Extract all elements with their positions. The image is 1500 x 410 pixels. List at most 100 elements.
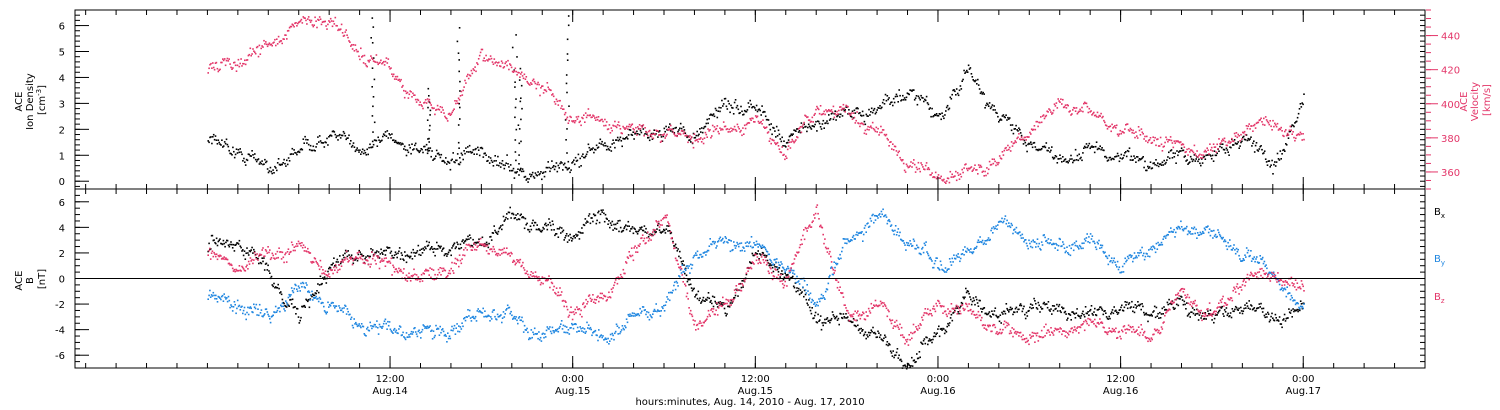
spike-point <box>514 171 516 174</box>
data-point <box>656 228 658 230</box>
data-point <box>436 248 439 250</box>
data-point <box>950 176 953 178</box>
data-point <box>817 304 819 307</box>
data-point <box>1244 304 1246 306</box>
data-point <box>254 51 256 54</box>
data-point <box>547 161 549 163</box>
data-point <box>210 294 213 296</box>
data-point <box>961 253 964 255</box>
data-point <box>716 306 719 308</box>
data-point <box>569 233 571 236</box>
data-point <box>1129 127 1132 130</box>
data-point <box>587 215 590 217</box>
data-point <box>350 254 353 256</box>
data-point <box>467 309 469 311</box>
data-point <box>1040 148 1042 151</box>
spike-point <box>429 109 432 112</box>
data-point <box>1229 142 1231 144</box>
data-point <box>904 99 907 101</box>
data-point <box>867 336 869 338</box>
data-point <box>1016 137 1018 140</box>
data-point <box>1172 152 1175 154</box>
data-point <box>1019 138 1022 141</box>
data-point <box>1165 136 1167 139</box>
data-point <box>440 111 443 113</box>
data-point <box>489 157 492 159</box>
data-point <box>743 247 745 249</box>
data-point <box>564 236 566 239</box>
data-point <box>1030 133 1032 135</box>
data-point <box>242 312 244 315</box>
data-point <box>692 146 695 149</box>
data-point <box>530 329 533 331</box>
data-point <box>1029 303 1032 305</box>
data-point <box>732 128 735 131</box>
data-point <box>235 243 237 246</box>
data-point <box>604 337 607 339</box>
data-point <box>581 330 583 332</box>
data-point <box>1116 313 1119 315</box>
data-point <box>576 118 579 120</box>
data-point <box>1267 121 1270 124</box>
data-point <box>250 249 252 251</box>
data-point <box>766 132 769 134</box>
data-point <box>849 114 852 116</box>
data-point <box>600 334 603 336</box>
data-point <box>710 113 712 116</box>
data-point <box>951 173 953 176</box>
data-point <box>404 337 406 339</box>
data-point <box>775 136 777 138</box>
data-point <box>1276 319 1278 322</box>
data-point <box>588 213 591 215</box>
data-point <box>853 324 856 327</box>
data-point <box>462 158 464 161</box>
data-point <box>963 167 965 169</box>
data-point <box>838 323 840 326</box>
data-point <box>636 130 638 133</box>
data-point <box>851 321 854 323</box>
data-point <box>1112 157 1114 160</box>
spike-point <box>457 124 460 126</box>
data-point <box>1294 122 1296 124</box>
data-point <box>414 255 416 257</box>
data-point <box>834 112 836 115</box>
data-point <box>1143 314 1146 316</box>
data-point <box>225 59 228 62</box>
data-point <box>663 229 666 232</box>
data-point <box>1192 151 1195 154</box>
data-point <box>792 133 794 135</box>
data-point <box>1053 157 1056 159</box>
data-point <box>985 104 987 107</box>
data-point <box>754 109 757 111</box>
data-point <box>371 327 373 330</box>
data-point <box>944 267 947 269</box>
data-point <box>905 249 907 251</box>
data-point <box>457 163 460 165</box>
data-point <box>1215 151 1218 153</box>
data-point <box>461 154 464 156</box>
data-point <box>825 109 827 111</box>
data-point <box>1268 160 1271 162</box>
data-point <box>1159 311 1161 314</box>
spike-point <box>514 139 517 141</box>
data-point <box>237 148 240 151</box>
data-point <box>1000 322 1002 324</box>
data-point <box>912 89 914 91</box>
data-point <box>956 92 959 95</box>
data-point <box>567 168 570 170</box>
data-point <box>981 171 984 173</box>
data-point <box>424 149 427 151</box>
data-point <box>1051 156 1054 159</box>
data-point <box>986 167 988 169</box>
data-point <box>395 78 398 80</box>
data-point <box>1002 220 1005 223</box>
data-point <box>711 114 713 116</box>
data-point <box>1119 271 1121 274</box>
data-point <box>1162 164 1165 166</box>
data-point <box>1253 140 1255 142</box>
data-point <box>576 235 578 237</box>
data-point <box>944 329 947 332</box>
data-point <box>579 120 581 123</box>
data-point <box>551 326 554 329</box>
data-point <box>1259 119 1261 121</box>
